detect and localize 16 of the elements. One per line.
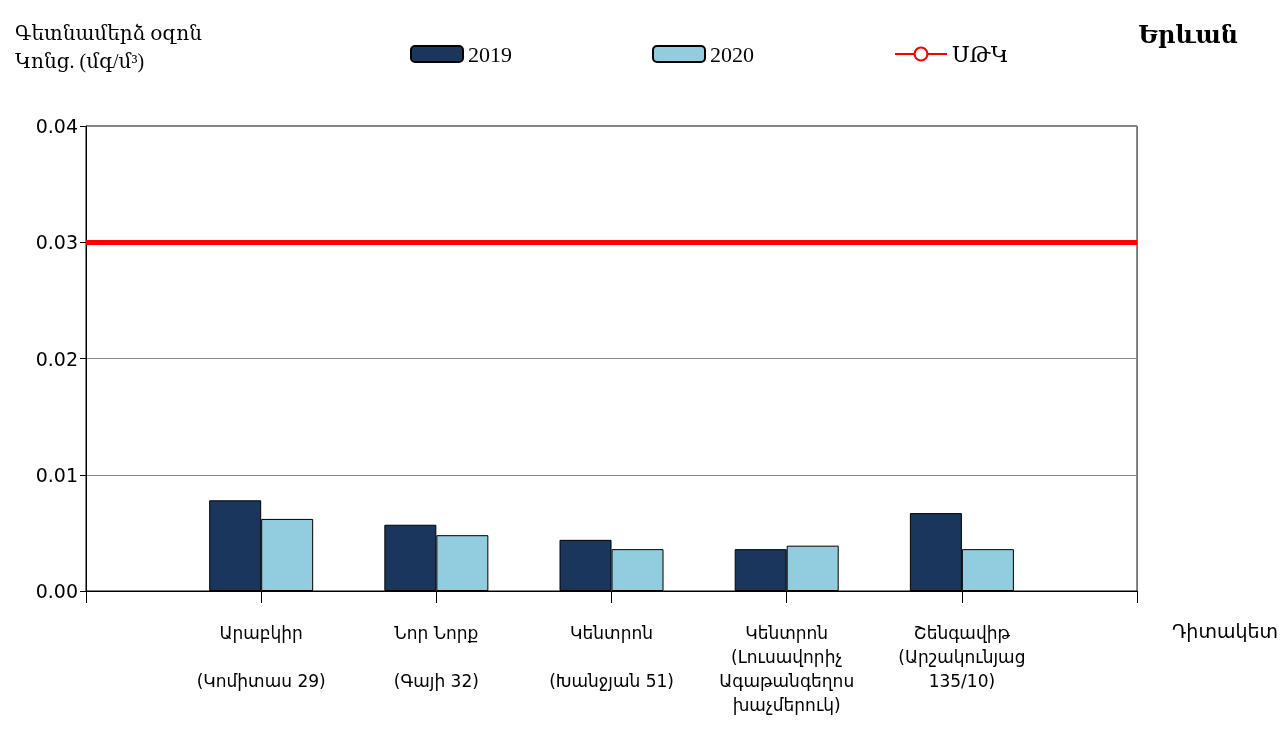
legend-label: 2019 bbox=[468, 41, 512, 67]
y-tick-label: 0.00 bbox=[35, 580, 78, 602]
y-tick-label: 0.03 bbox=[35, 231, 78, 254]
legend-label: 2020 bbox=[710, 41, 754, 67]
y-tick-label: 0.04 bbox=[35, 115, 78, 137]
x-tick-label: Շենգավիթ (Արշակունյաց 135/10) bbox=[898, 623, 1026, 691]
y-tick-label: 0.02 bbox=[35, 347, 78, 370]
legend-label: ՍԹԿ bbox=[952, 41, 1009, 67]
x-axis-title: Դիտակետ bbox=[1172, 619, 1279, 642]
category-label: Արաբկիր (Կոմիտաս 29) bbox=[196, 623, 326, 691]
category-label: Կենտրոն (Խանջյան 51) bbox=[549, 623, 674, 691]
text: Երևան bbox=[1138, 22, 1238, 48]
y-axis-title: Գետնամերձ օզոն Կոնց. (մգ/մ³) bbox=[15, 22, 203, 73]
category-label: Նոր Նորք (Գայի 32) bbox=[393, 623, 479, 691]
y-tick-label: 0.01 bbox=[35, 463, 78, 486]
x-tick-label: Կենտրոն (Լուսավորիչ Ագաթանգեղոս խաչմերուկ) bbox=[719, 623, 855, 715]
